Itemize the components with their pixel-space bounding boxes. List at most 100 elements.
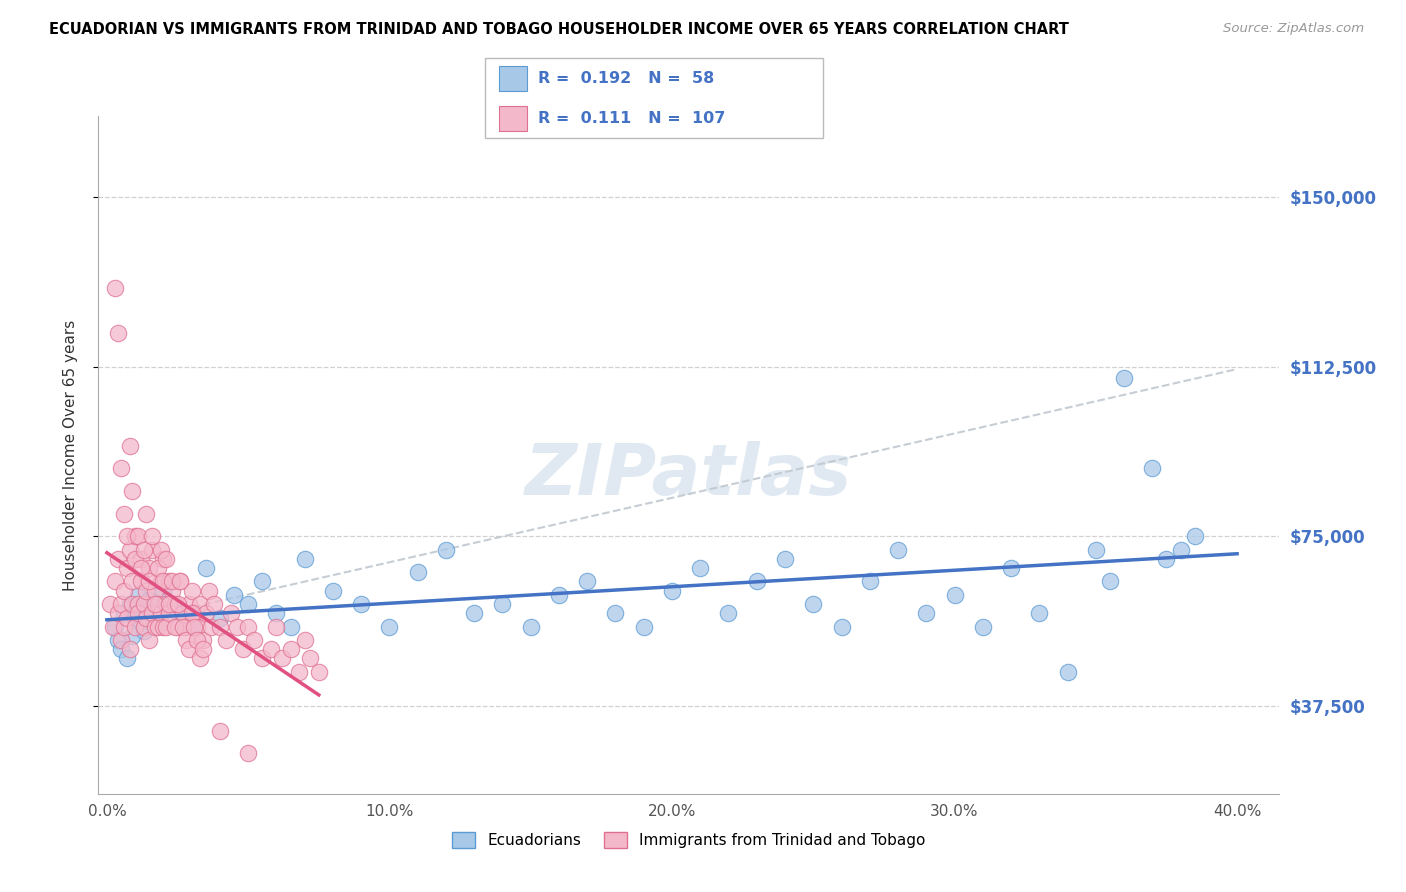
Text: Source: ZipAtlas.com: Source: ZipAtlas.com — [1223, 22, 1364, 36]
Point — [238, 746, 260, 760]
Point — [194, 606, 217, 620]
Point — [177, 597, 200, 611]
Point — [112, 606, 135, 620]
Point — [801, 597, 824, 611]
Point — [107, 606, 129, 620]
Point — [222, 588, 245, 602]
Point — [155, 552, 177, 566]
Point — [200, 620, 222, 634]
Point — [129, 561, 152, 575]
Text: ZIPatlas: ZIPatlas — [526, 441, 852, 509]
Point — [266, 606, 288, 620]
Point — [208, 723, 231, 738]
Legend: Ecuadorians, Immigrants from Trinidad and Tobago: Ecuadorians, Immigrants from Trinidad an… — [446, 826, 932, 854]
Point — [169, 574, 191, 589]
Point — [299, 651, 322, 665]
Text: R =  0.192   N =  58: R = 0.192 N = 58 — [538, 70, 714, 86]
Point — [107, 552, 129, 566]
Point — [177, 642, 200, 657]
Point — [98, 597, 121, 611]
Point — [129, 552, 152, 566]
Point — [135, 507, 157, 521]
Point — [104, 281, 127, 295]
Point — [1112, 371, 1135, 385]
Point — [118, 542, 141, 557]
Point — [186, 620, 208, 634]
Point — [180, 606, 202, 620]
Point — [155, 597, 177, 611]
Point — [143, 620, 166, 634]
Point — [155, 620, 177, 634]
Point — [112, 620, 135, 634]
Point — [124, 610, 146, 624]
Point — [118, 642, 141, 657]
Point — [127, 588, 149, 602]
Point — [110, 461, 132, 475]
Point — [172, 620, 194, 634]
Point — [1000, 561, 1022, 575]
Point — [463, 606, 485, 620]
Point — [238, 620, 260, 634]
Point — [107, 633, 129, 648]
Point — [160, 574, 183, 589]
Point — [135, 610, 157, 624]
Point — [129, 574, 152, 589]
Point — [1056, 665, 1078, 679]
Point — [118, 439, 141, 453]
Point — [124, 620, 146, 634]
Point — [163, 620, 186, 634]
Point — [294, 633, 316, 648]
Point — [157, 606, 180, 620]
Point — [915, 606, 938, 620]
Point — [169, 574, 191, 589]
Point — [1142, 461, 1164, 475]
Point — [132, 542, 155, 557]
Point — [859, 574, 882, 589]
Point — [280, 642, 302, 657]
Point — [434, 542, 457, 557]
Point — [143, 597, 166, 611]
Point — [745, 574, 768, 589]
Point — [127, 606, 149, 620]
Point — [183, 606, 205, 620]
Point — [288, 665, 311, 679]
Point — [266, 620, 288, 634]
Point — [202, 597, 225, 611]
Point — [773, 552, 796, 566]
Point — [157, 597, 180, 611]
Point — [1084, 542, 1107, 557]
Point — [191, 642, 214, 657]
Point — [238, 597, 260, 611]
Point — [831, 620, 853, 634]
Point — [194, 561, 217, 575]
Point — [141, 542, 163, 557]
Point — [152, 583, 174, 598]
Point — [112, 583, 135, 598]
Point — [124, 529, 146, 543]
Point — [717, 606, 740, 620]
Point — [121, 574, 143, 589]
Point — [548, 588, 571, 602]
Point — [141, 529, 163, 543]
Point — [132, 620, 155, 634]
Point — [157, 574, 180, 589]
Point — [135, 583, 157, 598]
Point — [141, 606, 163, 620]
Point — [208, 620, 231, 634]
Point — [146, 597, 169, 611]
Point — [231, 642, 253, 657]
Point — [491, 597, 513, 611]
Point — [605, 606, 627, 620]
Point — [1028, 606, 1050, 620]
Point — [172, 606, 194, 620]
Point — [118, 597, 141, 611]
Point — [104, 574, 127, 589]
Point — [243, 633, 266, 648]
Point — [110, 597, 132, 611]
Point — [322, 583, 344, 598]
Point — [174, 633, 197, 648]
Point — [163, 597, 186, 611]
Point — [127, 597, 149, 611]
Y-axis label: Householder Income Over 65 years: Householder Income Over 65 years — [63, 319, 77, 591]
Point — [132, 624, 155, 639]
